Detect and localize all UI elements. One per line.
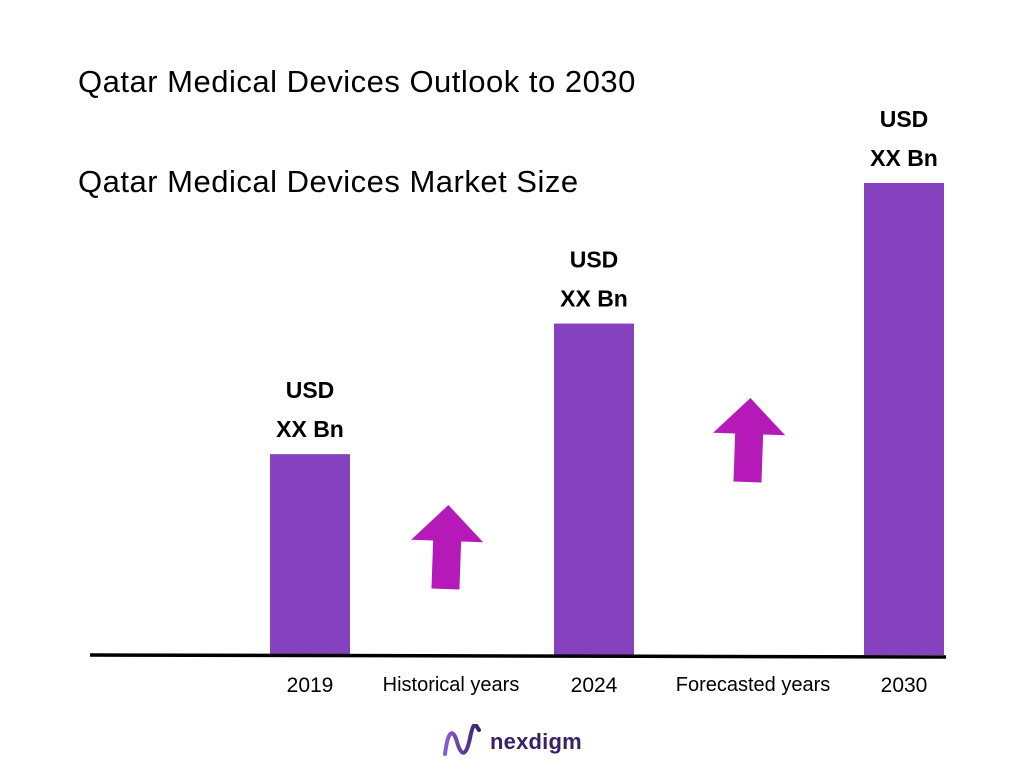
bar-data-label-2024-line1: USD xyxy=(570,247,619,273)
bar-2030 xyxy=(864,183,944,655)
trend-arrow-up-icon xyxy=(713,398,786,483)
chart-subtitle: Qatar Medical Devices Market Size xyxy=(78,164,579,199)
bar-2024 xyxy=(554,323,634,655)
period-label-2: Forecasted years xyxy=(676,674,831,696)
x-axis-line xyxy=(89,653,947,659)
bars-layer xyxy=(270,183,944,655)
nexdigm-logo: nexdigm xyxy=(442,724,582,760)
period-label-1: Historical years xyxy=(383,674,520,696)
nexdigm-wave-logo-icon xyxy=(443,724,481,756)
trend-arrows-layer xyxy=(411,398,786,590)
logo-text: nexdigm xyxy=(490,729,582,754)
bar-data-label-2030-line2: XX Bn xyxy=(870,145,938,171)
bar-data-label-2019-line2: XX Bn xyxy=(276,416,344,442)
trend-arrow-up-icon xyxy=(411,505,484,590)
chart-title: Qatar Medical Devices Outlook to 2030 xyxy=(78,64,636,99)
bar-data-label-2019-line1: USD xyxy=(286,377,335,403)
x-tick-label-2024: 2024 xyxy=(571,674,618,697)
x-tick-label-2030: 2030 xyxy=(881,674,928,697)
bar-data-label-2024-line2: XX Bn xyxy=(560,286,628,312)
bar-data-label-2030-line1: USD xyxy=(880,106,929,132)
x-tick-label-2019: 2019 xyxy=(287,674,334,697)
bar-2019 xyxy=(270,454,350,655)
labels-layer: USD XX Bn 2019 USD XX Bn 2024 USD XX Bn 2030 Hist… xyxy=(276,106,938,697)
